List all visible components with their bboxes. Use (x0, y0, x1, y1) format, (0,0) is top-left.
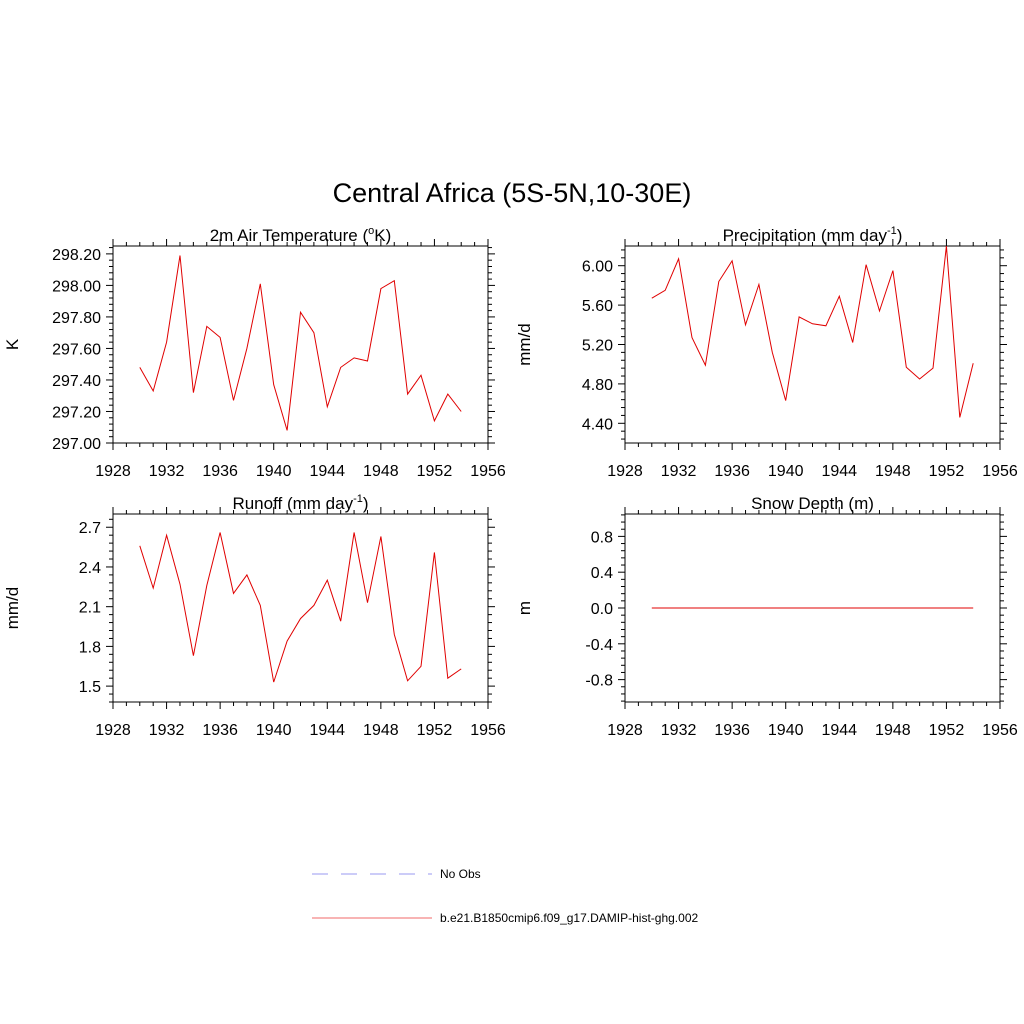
y-axis-label: mm/d (3, 587, 22, 630)
x-tick-label: 1952 (929, 463, 965, 480)
y-tick-label: -0.4 (585, 637, 613, 654)
y-tick-label: 297.00 (52, 436, 101, 453)
y-tick-label: 297.40 (52, 373, 101, 390)
y-tick-label: 2.1 (79, 600, 101, 617)
y-axis-label: mm/d (515, 323, 534, 366)
panel-title: Runoff (mm day-1) (232, 493, 368, 513)
x-tick-label: 1936 (714, 722, 750, 739)
y-axis-label: K (3, 338, 22, 350)
x-tick-label: 1932 (149, 463, 185, 480)
x-tick-label: 1944 (309, 463, 345, 480)
x-tick-label: 1928 (607, 722, 643, 739)
panel-title: 2m Air Temperature (oK) (210, 225, 392, 245)
panel-title-main: Snow Depth (m) (751, 494, 874, 513)
panel-title-superscript: o (368, 225, 374, 237)
y-tick-label: 1.5 (79, 679, 101, 696)
panel-title-main: 2m Air Temperature ( (210, 226, 369, 245)
panel-temp: 2m Air Temperature (oK) K 1928 1932 1936 1940… (3, 225, 506, 480)
x-tick-label: 1948 (875, 722, 911, 739)
x-tick-label: 1936 (202, 463, 238, 480)
y-tick-label: 2.7 (79, 520, 101, 537)
x-tick-label: 1956 (982, 722, 1018, 739)
y-tick-label: 0.8 (591, 529, 613, 546)
legend-label-model: b.e21.B1850cmip6.f09_g17.DAMIP-hist-ghg.… (440, 911, 698, 925)
x-tick-label: 1940 (768, 722, 804, 739)
y-axis-label: m (515, 601, 534, 615)
y-tick-label: 2.4 (79, 560, 101, 577)
x-tick-label: 1956 (470, 722, 506, 739)
panel-snow: Snow Depth (m) m 1928 1932 1936 1940 1944 1948 1… (515, 494, 1018, 739)
panel-title-superscript: -1 (887, 225, 897, 237)
y-tick-label: 0.4 (591, 565, 613, 582)
legend-label-no-obs: No Obs (440, 867, 481, 881)
x-tick-label: 1932 (661, 722, 697, 739)
panel-precip: Precipitation (mm day-1) mm/d 1928 1932 1936… (515, 225, 1018, 480)
legend: No Obs b.e21.B1850cmip6.f09_g17.DAMIP-hi… (312, 867, 698, 925)
x-tick-label: 1952 (417, 463, 453, 480)
x-tick-label: 1944 (821, 463, 857, 480)
y-tick-label: 0.0 (591, 601, 613, 618)
x-tick-label: 1936 (202, 722, 238, 739)
y-tick-label: 5.20 (582, 338, 613, 355)
y-tick-label: 297.60 (52, 341, 101, 358)
x-tick-label: 1948 (363, 722, 399, 739)
x-tick-label: 1952 (929, 722, 965, 739)
y-tick-label: 4.40 (582, 416, 613, 433)
x-tick-label: 1928 (95, 463, 131, 480)
panel-title-end: ) (897, 226, 903, 245)
x-tick-label: 1928 (95, 722, 131, 739)
x-tick-label: 1944 (821, 722, 857, 739)
panel-title-end: ) (363, 494, 369, 513)
panel-title: Snow Depth (m) (751, 494, 874, 513)
panels: 2m Air Temperature (oK) K 1928 1932 1936 1940… (3, 225, 1018, 739)
x-tick-label: 1928 (607, 463, 643, 480)
y-tick-label: 297.20 (52, 404, 101, 421)
series-line-precip (651, 245, 974, 418)
y-tick-label: 5.60 (582, 298, 613, 315)
x-tick-label: 1940 (256, 722, 292, 739)
x-tick-label: 1956 (470, 463, 506, 480)
x-tick-label: 1936 (714, 463, 750, 480)
x-tick-label: 1956 (982, 463, 1018, 480)
y-tick-label: -0.8 (585, 673, 613, 690)
x-tick-label: 1944 (309, 722, 345, 739)
y-tick-label: 298.20 (52, 247, 101, 264)
x-tick-label: 1940 (768, 463, 804, 480)
x-tick-label: 1948 (875, 463, 911, 480)
panel-title: Precipitation (mm day-1) (723, 225, 903, 245)
x-tick-label: 1948 (363, 463, 399, 480)
y-tick-label: 298.00 (52, 278, 101, 295)
y-tick-label: 297.80 (52, 310, 101, 327)
x-tick-label: 1952 (417, 722, 453, 739)
y-tick-label: 1.8 (79, 639, 101, 656)
panel-title-end: K) (374, 226, 391, 245)
panel-title-main: Runoff (mm day (232, 494, 353, 513)
y-tick-label: 6.00 (582, 259, 613, 276)
y-tick-label: 4.80 (582, 377, 613, 394)
main-title: Central Africa (5S-5N,10-30E) (333, 178, 692, 208)
series-line-runoff (139, 532, 462, 683)
panel-title-main: Precipitation (mm day (723, 226, 888, 245)
x-tick-label: 1940 (256, 463, 292, 480)
series-line-temp (139, 255, 462, 431)
x-tick-label: 1932 (661, 463, 697, 480)
panel-title-superscript: -1 (353, 493, 363, 505)
panel-runoff: Runoff (mm day-1) mm/d 1928 1932 1936 1940 194… (3, 493, 506, 739)
x-tick-label: 1932 (149, 722, 185, 739)
plot-frame (112, 513, 489, 703)
